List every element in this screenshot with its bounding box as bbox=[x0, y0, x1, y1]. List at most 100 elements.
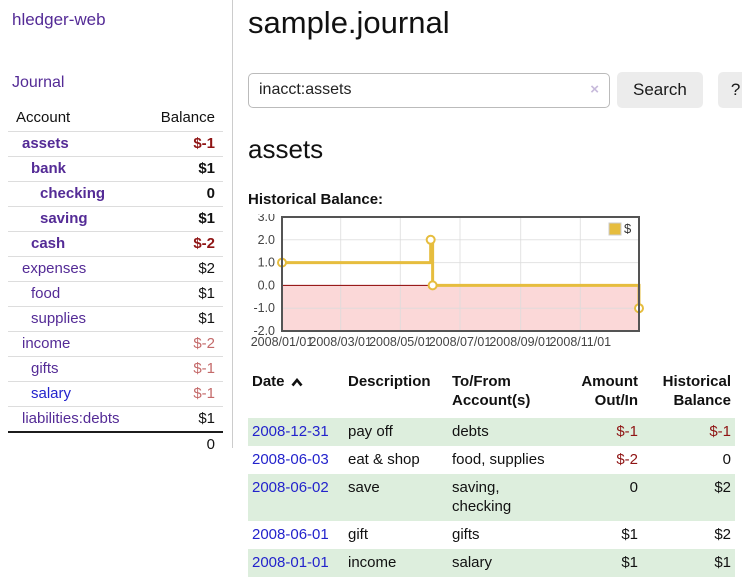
account-link[interactable]: salary bbox=[31, 385, 72, 402]
account-link[interactable]: cash bbox=[31, 235, 66, 252]
transaction-row: 2008-06-01 gift gifts $1 $2 bbox=[248, 521, 735, 549]
transaction-description: pay off bbox=[348, 423, 393, 440]
accounts-column-header: To/From Account(s) bbox=[452, 373, 531, 409]
account-balance: $-2 bbox=[143, 331, 223, 357]
account-row: gifts $-1 bbox=[8, 356, 223, 382]
svg-text:-1.0: -1.0 bbox=[253, 301, 275, 315]
sort-ascending-icon[interactable] bbox=[291, 378, 303, 387]
svg-text:-2.0: -2.0 bbox=[253, 324, 275, 338]
svg-text:2008/07/01: 2008/07/01 bbox=[429, 335, 492, 349]
page-title: sample.journal bbox=[248, 5, 450, 40]
svg-text:0.0: 0.0 bbox=[258, 278, 275, 292]
account-link[interactable]: checking bbox=[40, 185, 106, 202]
account-balance: $2 bbox=[143, 256, 223, 282]
sidebar: hledger-web Journal Account Balance asse… bbox=[0, 0, 233, 457]
transaction-accounts: food, supplies bbox=[452, 451, 545, 468]
amount-column-header: Amount Out/In bbox=[581, 373, 638, 409]
transaction-amount: $1 bbox=[621, 554, 638, 571]
account-link[interactable]: saving bbox=[40, 210, 88, 227]
svg-text:1.0: 1.0 bbox=[258, 256, 275, 270]
transaction-amount: $-2 bbox=[616, 451, 638, 468]
transaction-row: 2008-12-31 pay off debts $-1 $-1 bbox=[248, 418, 735, 446]
svg-text:2008/03/01: 2008/03/01 bbox=[309, 335, 372, 349]
historical-balance-chart: $3.0 2.0 1.0 0.0 -1.0 -2.0 2008/01/01 2008/03/0… bbox=[248, 210, 742, 357]
account-row: expenses $2 bbox=[8, 256, 223, 282]
transaction-amount: $-1 bbox=[616, 423, 638, 440]
balance-column-header: Historical Balance bbox=[662, 373, 731, 409]
search-form: × Search ? bbox=[248, 72, 742, 108]
account-link[interactable]: assets bbox=[22, 135, 69, 152]
register-table: Date Description To/From Account(s) Amou… bbox=[248, 370, 735, 577]
account-row: food $1 bbox=[8, 281, 223, 307]
transaction-date-link[interactable]: 2008-06-02 bbox=[252, 479, 329, 496]
clear-search-icon[interactable]: × bbox=[590, 80, 599, 98]
transaction-row: 2008-06-02 save saving, checking 0 $2 bbox=[248, 474, 735, 521]
transaction-balance: $2 bbox=[714, 479, 731, 496]
account-balance: $-2 bbox=[143, 231, 223, 257]
transaction-accounts: salary bbox=[452, 554, 493, 571]
accounts-total-row: 0 bbox=[8, 431, 223, 457]
account-row: income $-2 bbox=[8, 331, 223, 357]
transaction-description: income bbox=[348, 554, 397, 571]
account-balance: $1 bbox=[143, 306, 223, 332]
account-heading: assets bbox=[248, 134, 324, 164]
svg-text:$: $ bbox=[624, 221, 632, 236]
account-link[interactable]: income bbox=[22, 335, 71, 352]
transaction-accounts: saving, checking bbox=[452, 479, 512, 515]
transaction-balance: $-1 bbox=[709, 423, 731, 440]
main-content: sample.journal × Search ? assets Histori… bbox=[233, 0, 742, 577]
transaction-balance: $1 bbox=[714, 554, 731, 571]
date-column-header[interactable]: Date bbox=[248, 370, 344, 418]
transaction-amount: $1 bbox=[621, 526, 638, 543]
accounts-column-header: Account bbox=[16, 109, 71, 126]
chart-title: Historical Balance: bbox=[248, 191, 384, 208]
description-column-header: Description bbox=[348, 373, 431, 390]
transaction-date-link[interactable]: 2008-06-03 bbox=[252, 451, 329, 468]
account-balance: $-1 bbox=[143, 356, 223, 382]
transaction-accounts: debts bbox=[452, 423, 489, 440]
transaction-balance: 0 bbox=[722, 451, 731, 468]
account-link[interactable]: liabilities:debts bbox=[22, 410, 120, 427]
svg-text:2008/01/01: 2008/01/01 bbox=[251, 335, 314, 349]
account-balance: $1 bbox=[143, 206, 223, 232]
transaction-date-link[interactable]: 2008-01-01 bbox=[252, 554, 329, 571]
app-title-link[interactable]: hledger-web bbox=[12, 10, 106, 29]
account-balance: $1 bbox=[143, 406, 223, 432]
account-balance: 0 bbox=[143, 181, 223, 207]
transaction-description: gift bbox=[348, 526, 369, 543]
account-row: bank $1 bbox=[8, 156, 223, 182]
account-link[interactable]: expenses bbox=[22, 260, 87, 277]
svg-text:2.0: 2.0 bbox=[258, 233, 275, 247]
account-balance: $-1 bbox=[143, 381, 223, 407]
svg-text:2008/09/01: 2008/09/01 bbox=[489, 335, 552, 349]
account-balance: $-1 bbox=[143, 131, 223, 157]
account-link[interactable]: gifts bbox=[31, 360, 59, 377]
search-input[interactable] bbox=[248, 72, 610, 108]
transaction-date-link[interactable]: 2008-06-01 bbox=[252, 526, 329, 543]
sidebar-item-journal[interactable]: Journal bbox=[12, 74, 65, 91]
transaction-date-link[interactable]: 2008-12-31 bbox=[252, 423, 329, 440]
transaction-description: eat & shop bbox=[348, 451, 420, 468]
accounts-total-value: 0 bbox=[143, 431, 223, 457]
account-link[interactable]: supplies bbox=[31, 310, 87, 327]
accounts-table: Account Balance assets $-1 bank $1 checking 0… bbox=[8, 106, 223, 457]
account-balance: $1 bbox=[143, 156, 223, 182]
transaction-balance: $2 bbox=[714, 526, 731, 543]
balance-column-header: Balance bbox=[160, 109, 215, 126]
account-row: salary $-1 bbox=[8, 381, 223, 407]
account-balance: $1 bbox=[143, 281, 223, 307]
search-button[interactable]: Search bbox=[617, 72, 703, 108]
transaction-amount: 0 bbox=[629, 479, 638, 496]
account-link[interactable]: bank bbox=[31, 160, 67, 177]
transaction-accounts: gifts bbox=[452, 526, 480, 543]
transaction-row: 2008-01-01 income salary $1 $1 bbox=[248, 549, 735, 577]
svg-text:3.0: 3.0 bbox=[258, 214, 275, 224]
account-row: cash $-2 bbox=[8, 231, 223, 257]
account-row: supplies $1 bbox=[8, 306, 223, 332]
account-link[interactable]: food bbox=[31, 285, 61, 302]
help-button[interactable]: ? bbox=[717, 72, 742, 108]
transaction-row: 2008-06-03 eat & shop food, supplies $-2 0 bbox=[248, 446, 735, 474]
account-row: checking 0 bbox=[8, 181, 223, 207]
svg-text:2008/11/01: 2008/11/01 bbox=[549, 335, 611, 349]
account-row: liabilities:debts $1 bbox=[8, 406, 223, 432]
